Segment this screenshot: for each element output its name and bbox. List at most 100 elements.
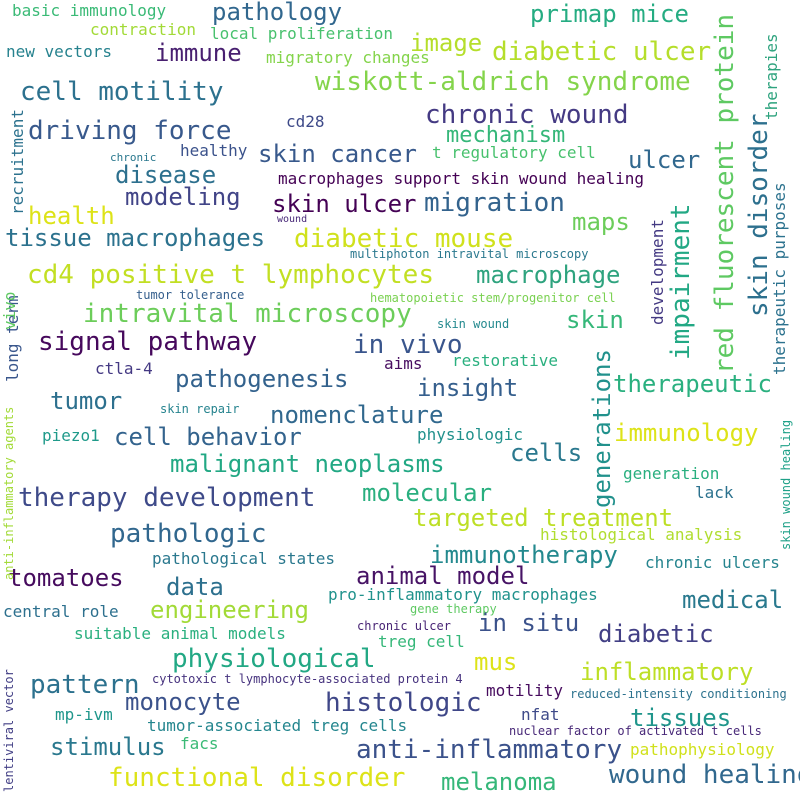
word: diabetic: [598, 620, 714, 648]
word: nuclear factor of activated t cells: [509, 724, 762, 738]
word: animal model: [356, 562, 530, 590]
word: local proliferation: [210, 24, 394, 43]
word: restorative: [452, 351, 558, 370]
word: basic immunology: [12, 1, 167, 20]
word: development: [648, 219, 667, 325]
word: cell behavior: [114, 423, 302, 451]
word: in situ: [478, 609, 580, 637]
word: health: [28, 202, 115, 230]
word: motility: [486, 681, 564, 700]
word: cd4 positive t lymphocytes: [27, 260, 434, 290]
word: stimulus: [50, 733, 166, 761]
word: therapies: [762, 33, 781, 120]
word: pathology: [212, 0, 343, 26]
word: intravital microscopy: [83, 299, 412, 329]
word: skin repair: [160, 402, 240, 416]
word: suitable animal models: [74, 624, 286, 643]
word: therapeutic: [613, 370, 772, 398]
word: medical: [682, 586, 784, 614]
word: in vivo: [353, 330, 463, 360]
word: immunology: [614, 419, 759, 447]
word: skin disorder: [744, 113, 774, 318]
word: mus: [474, 648, 518, 676]
word: nomenclature: [270, 401, 444, 429]
word: tumor-associated treg cells: [147, 716, 408, 735]
word: cell motility: [20, 77, 224, 107]
word: skin wound healing: [779, 419, 793, 550]
word: vivo: [0, 291, 19, 330]
word: signal pathway: [38, 327, 258, 357]
word: disease: [115, 161, 217, 189]
word: immune: [155, 39, 242, 67]
word: aims: [384, 354, 423, 373]
word: modeling: [125, 183, 241, 211]
word: chronic wound: [425, 100, 629, 130]
word: wiskott-aldrich syndrome: [315, 67, 691, 97]
word: cells: [510, 439, 583, 467]
word: gene therapy: [410, 602, 497, 616]
word: therapeutic purposes: [770, 182, 789, 375]
word: treg cell: [378, 632, 465, 651]
word: malignant neoplasms: [170, 450, 445, 478]
word: multiphoton intravital microscopy: [350, 247, 589, 261]
word: migratory changes: [266, 48, 430, 67]
word: histologic: [325, 688, 482, 718]
word: diabetic ulcer: [492, 37, 712, 67]
word: tissue macrophages: [5, 224, 266, 252]
word: wound: [277, 214, 308, 225]
word: pathological states: [152, 549, 336, 568]
word: cytotoxic t lymphocyte-associated protei…: [152, 672, 463, 686]
word: contraction: [90, 20, 196, 39]
word: monocyte: [125, 688, 241, 716]
word: molecular: [362, 479, 493, 507]
word: skin ulcer: [272, 190, 417, 218]
word: cd28: [286, 112, 325, 131]
word: chronic ulcers: [645, 553, 780, 572]
word: facs: [180, 734, 219, 753]
word: generation: [623, 464, 720, 483]
word: data: [166, 573, 224, 601]
word: new vectors: [6, 42, 112, 61]
word: ulcer: [628, 146, 701, 174]
word: impairment: [666, 203, 696, 360]
word: pattern: [30, 670, 140, 700]
word: physiologic: [417, 425, 523, 444]
word: lentiviral vector: [2, 669, 16, 792]
word: generations: [588, 349, 616, 508]
word: red fluorescent protein: [710, 13, 740, 374]
word: pathogenesis: [175, 365, 349, 393]
word: central role: [3, 602, 119, 621]
word: mechanism: [446, 123, 566, 148]
word: healthy: [180, 141, 248, 160]
word: piezo1: [42, 426, 100, 445]
word: skin wound: [437, 317, 510, 331]
word: macrophage: [476, 261, 621, 289]
word: insight: [417, 374, 519, 402]
word: chronic: [110, 151, 157, 164]
word: melanoma: [441, 768, 557, 796]
word: tumor: [50, 387, 123, 415]
word: skin cancer: [258, 140, 417, 168]
word: ctla-4: [95, 359, 153, 378]
word: image: [410, 29, 483, 57]
word: targeted treatment: [413, 504, 674, 532]
word: migration: [424, 188, 565, 218]
word: nfat: [521, 705, 560, 724]
word: driving force: [28, 116, 232, 146]
word: histological analysis: [540, 525, 743, 544]
word: tumor tolerance: [136, 288, 245, 302]
word: inflammatory: [580, 658, 754, 686]
word: pro-inflammatory macrophages: [328, 585, 598, 604]
word: hematopoietic stem/progenitor cell: [370, 291, 616, 305]
word: t regulatory cell: [432, 143, 596, 162]
word: wound healing: [609, 760, 800, 790]
word: primap mice: [530, 0, 689, 28]
word: reduced-intensity conditioning: [570, 687, 787, 701]
word: mp-ivm: [55, 705, 113, 724]
word: tomatoes: [8, 564, 124, 592]
word: recruitment: [8, 109, 27, 215]
word: therapy development: [18, 483, 316, 513]
word: anti-inflammatory agents: [2, 406, 16, 580]
word: pathophysiology: [630, 740, 775, 759]
